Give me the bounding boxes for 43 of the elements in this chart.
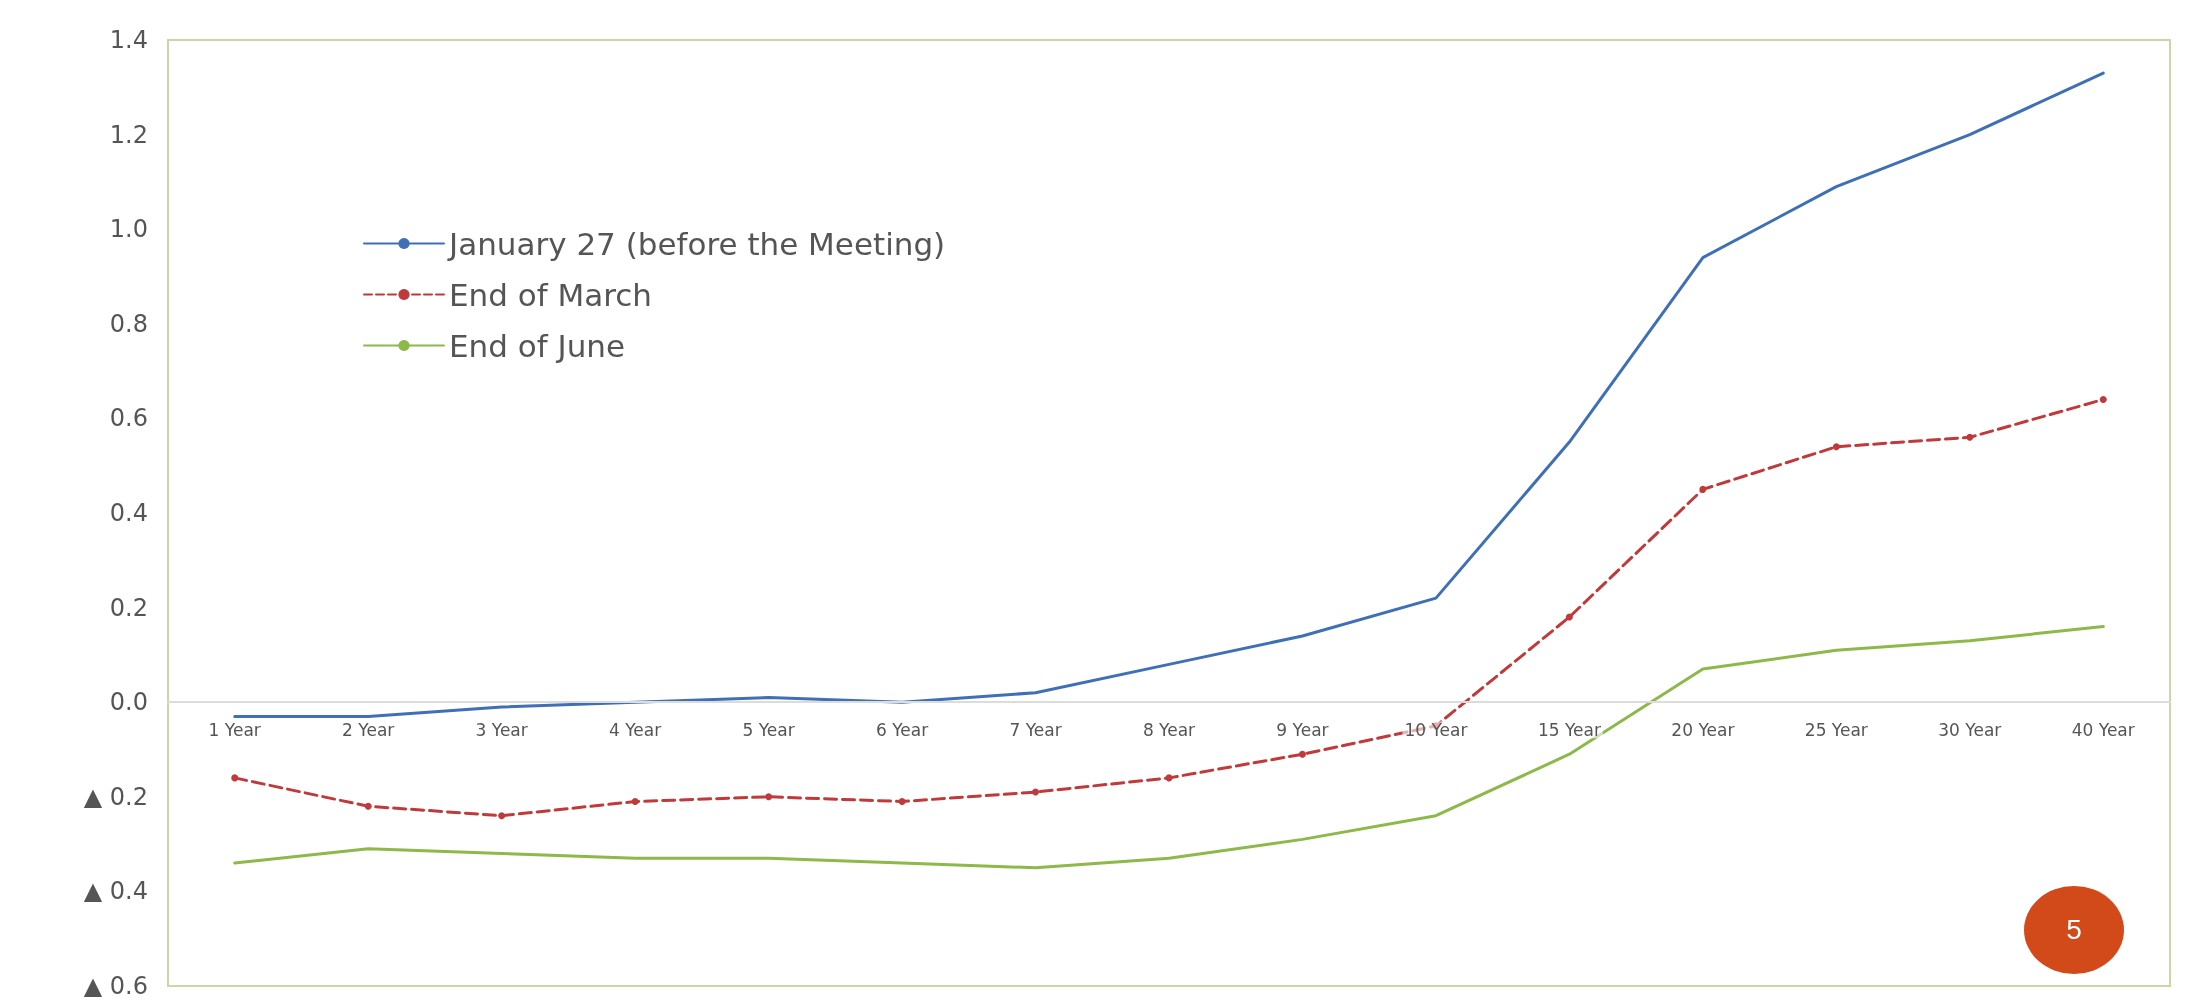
y-tick-label: 1.0	[109, 215, 148, 244]
point	[498, 812, 506, 820]
x-tick-label: 10 Year	[1404, 719, 1468, 740]
x-tick-label: 2 Year	[342, 719, 395, 740]
y-tick-label: 1.2	[109, 120, 148, 149]
line-series	[233, 71, 2105, 718]
y-tick-label: 1.4	[109, 26, 148, 54]
point	[1832, 443, 1840, 451]
legend-label: January 27 (before the Meeting)	[447, 225, 946, 262]
point	[1298, 750, 1306, 758]
x-tick-label: 9 Year	[1276, 719, 1329, 740]
y-tick-label: ▲ 0.4	[83, 877, 148, 906]
point	[898, 798, 906, 806]
x-tick-label: 3 Year	[475, 719, 528, 740]
x-tick-label: 6 Year	[875, 719, 929, 740]
x-tick-label: 20 Year	[1671, 719, 1735, 740]
y-tick-label: 0.2	[109, 593, 148, 622]
y-tick-label: 0.8	[109, 309, 148, 338]
legend-label: End of March	[449, 276, 652, 313]
x-tick-label: 15 Year	[1537, 719, 1601, 740]
x-tick-label: 4 Year	[609, 719, 662, 740]
point	[1565, 613, 1573, 621]
point	[1032, 788, 1040, 796]
x-tick-label: 5 Year	[742, 719, 795, 740]
x-tick-label: 40 Year	[2071, 719, 2135, 740]
y-tick-label: ▲ 0.6	[83, 972, 148, 1000]
legend-label: End of June	[449, 327, 626, 364]
x-tick-label: 30 Year	[1938, 719, 2002, 740]
point	[2099, 395, 2107, 403]
point	[1966, 433, 1974, 441]
point	[631, 798, 639, 806]
y-tick-label: 0.0	[109, 688, 148, 717]
y-tick-label: 0.4	[109, 499, 148, 527]
x-tick-label: 7 Year	[1009, 719, 1062, 740]
point	[364, 802, 372, 810]
point	[765, 793, 773, 801]
x-tick-label: 1 Year	[208, 719, 261, 740]
x-tick-label: 25 Year	[1804, 719, 1868, 740]
point	[1699, 485, 1707, 493]
y-tick-label: 0.6	[109, 404, 148, 433]
x-tick-label: 8 Year	[1142, 719, 1196, 740]
y-tick-label: ▲ 0.2	[83, 782, 148, 811]
point	[231, 774, 239, 782]
